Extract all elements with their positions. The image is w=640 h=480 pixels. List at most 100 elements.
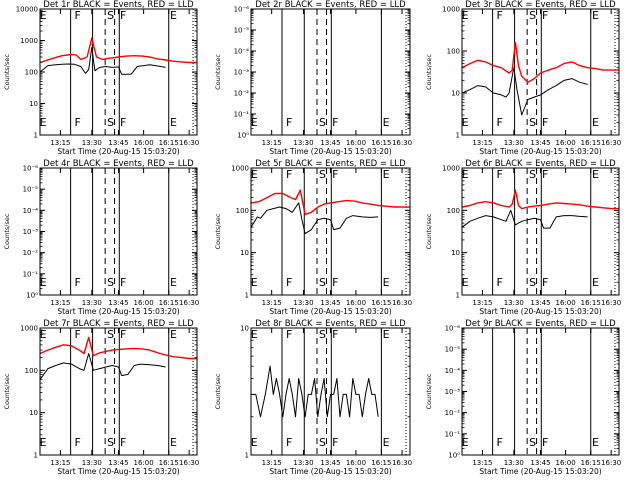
x-tick-label: 13:30 [293, 459, 313, 467]
event-marker-label: F [542, 168, 548, 181]
y-tick-label: 10⁻² [445, 409, 461, 417]
x-tick-label: 13:15 [50, 299, 70, 307]
panel-title: Det 3r BLACK = Events, RED = LLD [465, 0, 616, 10]
panel-x-axis-label: Start Time (20-Aug-15 15:03:20) [269, 467, 391, 476]
detector-panel-9: Det 9r BLACK = Events, RED = LLD Counts/s… [425, 319, 621, 476]
lld-series-line [250, 189, 410, 216]
event-marker-label: F [497, 9, 503, 22]
event-marker-label: F [497, 276, 503, 289]
y-tick-label: 1000 [442, 6, 460, 14]
x-tick-label: 13:45 [530, 459, 550, 467]
panel-title: Det 7r BLACK = Events, RED = LLD [43, 319, 194, 329]
y-tick-label: 1000 [442, 165, 460, 173]
y-tick-label: 10⁻⁵ [445, 346, 461, 354]
plot-frame [39, 327, 198, 456]
y-tick-label: 100 [447, 48, 460, 56]
event-marker-label: E [251, 436, 258, 449]
event-marker-label: E [383, 328, 390, 341]
event-marker-label: S [319, 116, 326, 129]
panel-title: Det 8r BLACK = Events, RED = LLD [255, 319, 406, 329]
x-tick-label: 16:15 [371, 299, 391, 307]
detector-panel-3: Det 3r BLACK = Events, RED = LLD Counts/s… [425, 0, 621, 156]
panel-title: Det 9r BLACK = Events, RED = LLD [465, 319, 616, 329]
y-tick-label: 100 [25, 69, 38, 77]
detector-panel-4: Det 4r BLACK = Events, RED = LLD Counts/s… [3, 159, 199, 316]
y-tick-label: 1 [34, 452, 38, 460]
x-tick-label: 13:15 [262, 459, 282, 467]
y-tick-label: 100 [236, 207, 249, 215]
event-marker-label: E [462, 9, 469, 22]
panel-y-axis-label: Counts/sec [3, 213, 11, 249]
event-marker-label: E [170, 276, 177, 289]
x-tick-label: 13:15 [262, 299, 282, 307]
event-marker-label: F [75, 9, 81, 22]
panel-y-axis-label: Counts/sec [425, 213, 433, 249]
x-tick-label: 16:00 [556, 139, 576, 147]
events-series-line [39, 353, 166, 380]
event-marker-label: E [592, 436, 599, 449]
y-tick-label: 10 [29, 100, 38, 108]
events-series-line [250, 202, 379, 235]
event-marker-label: S [319, 436, 326, 449]
x-tick-label: 13:30 [504, 459, 524, 467]
event-marker-label: E [40, 328, 47, 341]
y-tick-label: 10000 [16, 6, 38, 14]
panel-title: Det 1r BLACK = Events, RED = LLD [43, 0, 194, 10]
panel-x-axis-label: Start Time (20-Aug-15 15:03:20) [269, 147, 391, 156]
x-tick-label: 16:15 [371, 459, 391, 467]
y-tick-label: 1 [245, 292, 249, 300]
event-marker-label: S [107, 328, 114, 341]
y-tick-label: 10⁻³ [23, 228, 39, 236]
event-marker-label: E [251, 328, 258, 341]
event-marker-label: S [107, 436, 114, 449]
x-tick-label: 16:00 [556, 299, 576, 307]
event-marker-label: F [286, 276, 292, 289]
x-tick-label: 16:00 [346, 299, 366, 307]
x-tick-label: 16:15 [581, 459, 601, 467]
x-tick-label: 16:00 [134, 459, 154, 467]
x-tick-label: 16:15 [581, 139, 601, 147]
lld-series-line [461, 41, 619, 84]
panel-x-axis-label: Start Time (20-Aug-15 15:03:20) [57, 147, 179, 156]
panel-y-axis-label: Counts/sec [214, 373, 222, 409]
x-tick-label: 13:30 [293, 299, 313, 307]
event-marker-label: F [497, 116, 503, 129]
panel-y-axis-label: Counts/sec [214, 54, 222, 90]
y-tick-label: 10 [29, 409, 38, 417]
detector-panel-8: Det 8r BLACK = Events, RED = LLD Counts/s… [214, 319, 412, 476]
x-tick-label: 13:15 [262, 139, 282, 147]
x-tick-label: 13:30 [82, 139, 102, 147]
events-series-line [461, 67, 588, 116]
x-tick-label: 13:45 [108, 139, 128, 147]
events-series-line [461, 209, 588, 229]
plot-frame [250, 8, 411, 136]
detector-panel-5: Det 5r BLACK = Events, RED = LLD Counts/s… [214, 159, 412, 316]
x-tick-label: 16:00 [134, 139, 154, 147]
y-tick-label: 1000 [20, 37, 38, 45]
y-tick-label: 10⁻² [234, 90, 250, 98]
event-marker-label: S [529, 116, 536, 129]
event-marker-label: E [40, 436, 47, 449]
x-tick-label: 16:00 [346, 459, 366, 467]
event-marker-label: E [40, 116, 47, 129]
event-marker-label: E [462, 436, 469, 449]
event-marker-label: E [462, 276, 469, 289]
panel-y-axis-label: Counts/sec [3, 54, 11, 90]
x-tick-label: 16:00 [556, 459, 576, 467]
event-marker-label: F [332, 168, 338, 181]
x-tick-label: 16:30 [392, 299, 412, 307]
event-marker-label: E [462, 168, 469, 181]
y-tick-label: 1 [34, 132, 38, 140]
events-series-line [251, 365, 379, 418]
x-tick-label: 13:30 [504, 299, 524, 307]
x-tick-label: 13:30 [82, 459, 102, 467]
x-tick-label: 13:15 [472, 299, 492, 307]
event-marker-label: F [120, 276, 126, 289]
y-tick-label: 10 [451, 249, 460, 257]
panel-y-axis-label: Counts/sec [3, 373, 11, 409]
x-tick-label: 13:45 [108, 299, 128, 307]
event-marker-label: S [529, 168, 536, 181]
plot-frame [461, 8, 620, 136]
event-marker-label: F [120, 436, 126, 449]
